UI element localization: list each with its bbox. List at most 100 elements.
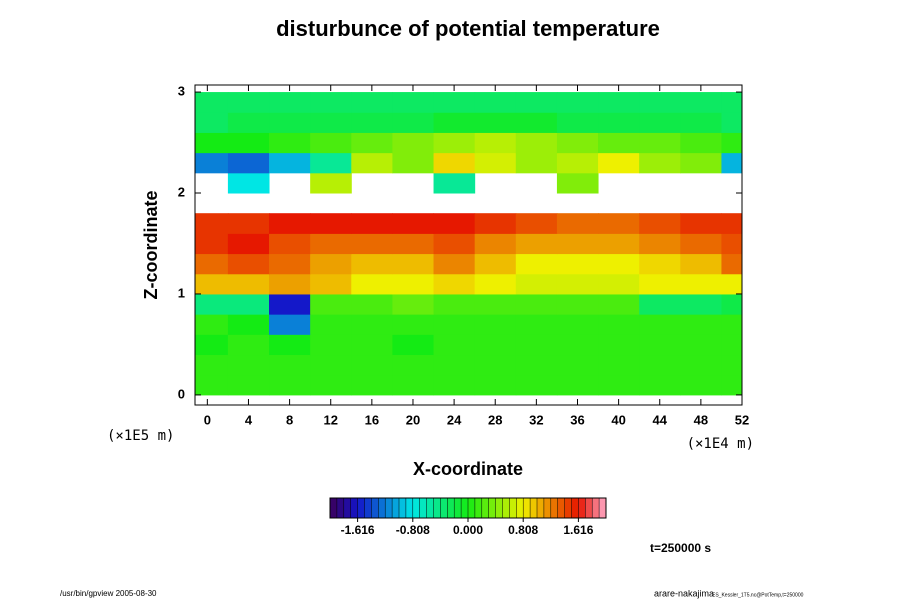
- heat-cell: [310, 132, 352, 154]
- heat-cell: [351, 253, 393, 275]
- heat-cell: [392, 293, 435, 315]
- heat-cell: [680, 293, 722, 315]
- colorbar: [329, 498, 607, 518]
- y-tick-label: 1: [178, 285, 185, 300]
- heat-cell: [598, 374, 640, 396]
- colorbar-cell: [474, 498, 483, 518]
- colorbar-cell: [550, 498, 558, 518]
- heat-cell: [433, 334, 476, 356]
- heat-cell: [433, 354, 476, 376]
- x-tick-label: 4: [245, 412, 253, 427]
- heat-cell: [351, 354, 393, 376]
- heat-cell: [227, 132, 270, 154]
- x-tick-label: 16: [365, 412, 379, 427]
- heat-cell: [680, 374, 722, 396]
- heat-cell: [392, 374, 435, 396]
- heat-cell: [598, 354, 640, 376]
- heat-cell: [598, 213, 640, 234]
- heat-cell: [556, 293, 599, 315]
- colorbar-cell: [571, 498, 579, 518]
- heat-cell: [721, 92, 743, 113]
- x-tick-label: 36: [570, 412, 584, 427]
- colorbar-cell: [502, 498, 510, 518]
- heat-cell: [310, 374, 352, 396]
- heat-cell: [227, 293, 270, 315]
- heat-cell: [556, 334, 599, 356]
- heat-cell: [474, 273, 517, 295]
- heat-cell: [515, 354, 558, 376]
- heat-cell: [269, 273, 311, 295]
- heat-cell: [556, 92, 599, 113]
- heat-cell: [721, 253, 743, 275]
- heat-cell: [195, 132, 229, 154]
- heat-cell: [474, 354, 517, 376]
- heat-cell: [556, 273, 599, 295]
- x-tick-label: 28: [488, 412, 502, 427]
- heat-cell: [227, 152, 270, 174]
- colorbar-tick-label: 0.808: [508, 523, 538, 537]
- heat-cell: [680, 92, 722, 113]
- colorbar-cell: [426, 498, 434, 518]
- heat-cell: [556, 172, 599, 194]
- heat-cell: [556, 213, 599, 234]
- heat-cell: [721, 152, 743, 174]
- heat-cell: [392, 213, 435, 234]
- heat-cell: [269, 233, 311, 255]
- colorbar-cell: [357, 498, 365, 518]
- heat-cell: [227, 213, 270, 234]
- heat-cell: [227, 374, 270, 396]
- heat-cell: [515, 112, 558, 133]
- heat-cell: [195, 374, 229, 396]
- colorbar-tick-label: -0.808: [396, 523, 430, 537]
- heat-cell: [392, 233, 435, 255]
- heat-cell: [598, 334, 640, 356]
- colorbar-cell: [350, 498, 358, 518]
- heat-cell: [195, 152, 229, 174]
- heat-cell: [269, 354, 311, 376]
- colorbar-cell: [557, 498, 565, 518]
- y-tick-label: 2: [178, 184, 185, 199]
- heat-cell: [721, 374, 743, 396]
- heat-cell: [721, 293, 743, 315]
- heat-cell: [433, 374, 476, 396]
- heat-cell: [556, 314, 599, 335]
- heat-cell: [351, 273, 393, 295]
- colorbar-tick-label: 0.000: [453, 523, 483, 537]
- heat-cell: [351, 233, 393, 255]
- heat-cell: [392, 334, 435, 356]
- heat-cell: [310, 293, 352, 315]
- heat-cell: [269, 112, 311, 133]
- heat-cell: [474, 213, 517, 234]
- heat-cell: [680, 233, 722, 255]
- heat-cell: [227, 314, 270, 335]
- heat-cell: [227, 92, 270, 113]
- heat-cell: [598, 314, 640, 335]
- colorbar-cell: [461, 498, 469, 518]
- heat-cell: [310, 354, 352, 376]
- x-tick-label: 32: [529, 412, 543, 427]
- heat-cell: [474, 253, 517, 275]
- heat-cell: [639, 253, 681, 275]
- heat-cell: [474, 233, 517, 255]
- time-label: t=250000 s: [650, 541, 711, 555]
- heat-cell: [310, 92, 352, 113]
- footer-right: arare-nakajima: [654, 588, 714, 598]
- heat-cell: [351, 374, 393, 396]
- heat-cell: [433, 172, 476, 194]
- heat-cell: [227, 334, 270, 356]
- colorbar-cell: [523, 498, 531, 518]
- heat-cell: [639, 132, 681, 154]
- heat-cell: [433, 314, 476, 335]
- heat-cell: [474, 132, 517, 154]
- heat-cell: [515, 334, 558, 356]
- heat-cell: [721, 334, 743, 356]
- heat-cell: [474, 374, 517, 396]
- colorbar-cell: [488, 498, 496, 518]
- y-unit: (×1E5 m): [107, 428, 174, 444]
- colorbar-cell: [336, 498, 345, 518]
- colorbar-cell: [378, 498, 386, 518]
- heat-cell: [639, 354, 681, 376]
- heat-cell: [392, 152, 435, 174]
- heat-cell: [392, 314, 435, 335]
- heat-cell: [680, 152, 722, 174]
